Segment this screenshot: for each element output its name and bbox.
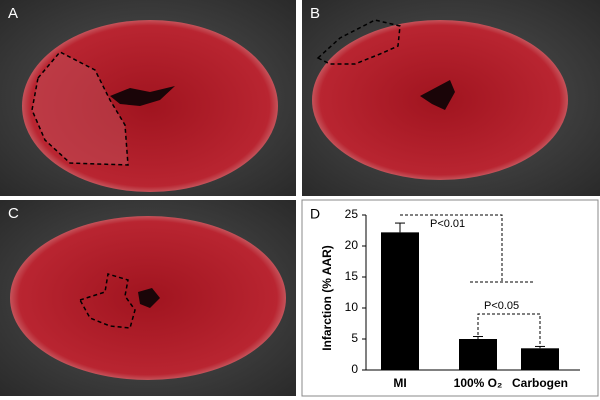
x-tick-label: 100% O₂: [454, 376, 503, 390]
x-tick-label: MI: [393, 376, 406, 390]
x-tick-label: Carbogen: [512, 376, 568, 390]
y-tick-label: 15: [345, 269, 359, 283]
panel-label: D: [310, 206, 320, 222]
significance-bracket: [477, 313, 541, 344]
significance-bracket: [400, 214, 535, 283]
photo-b: B: [302, 0, 600, 196]
bar: [381, 232, 419, 370]
photo-a: A: [0, 0, 296, 196]
y-tick-label: 10: [345, 300, 359, 314]
panel-label: C: [8, 205, 19, 222]
y-tick-label: 25: [345, 207, 359, 221]
panel-label: B: [310, 5, 320, 22]
y-tick-label: 20: [345, 238, 359, 252]
annotation: P<0.01: [430, 218, 465, 230]
bar: [459, 339, 497, 370]
y-tick-label: 0: [351, 362, 358, 376]
photo-c: C: [0, 200, 296, 396]
y-tick-label: 5: [351, 331, 358, 345]
y-axis-label: Infarction (% AAR): [320, 245, 334, 351]
bar: [521, 348, 559, 370]
panel-label: A: [8, 5, 18, 22]
annotation: P<0.05: [484, 300, 519, 312]
